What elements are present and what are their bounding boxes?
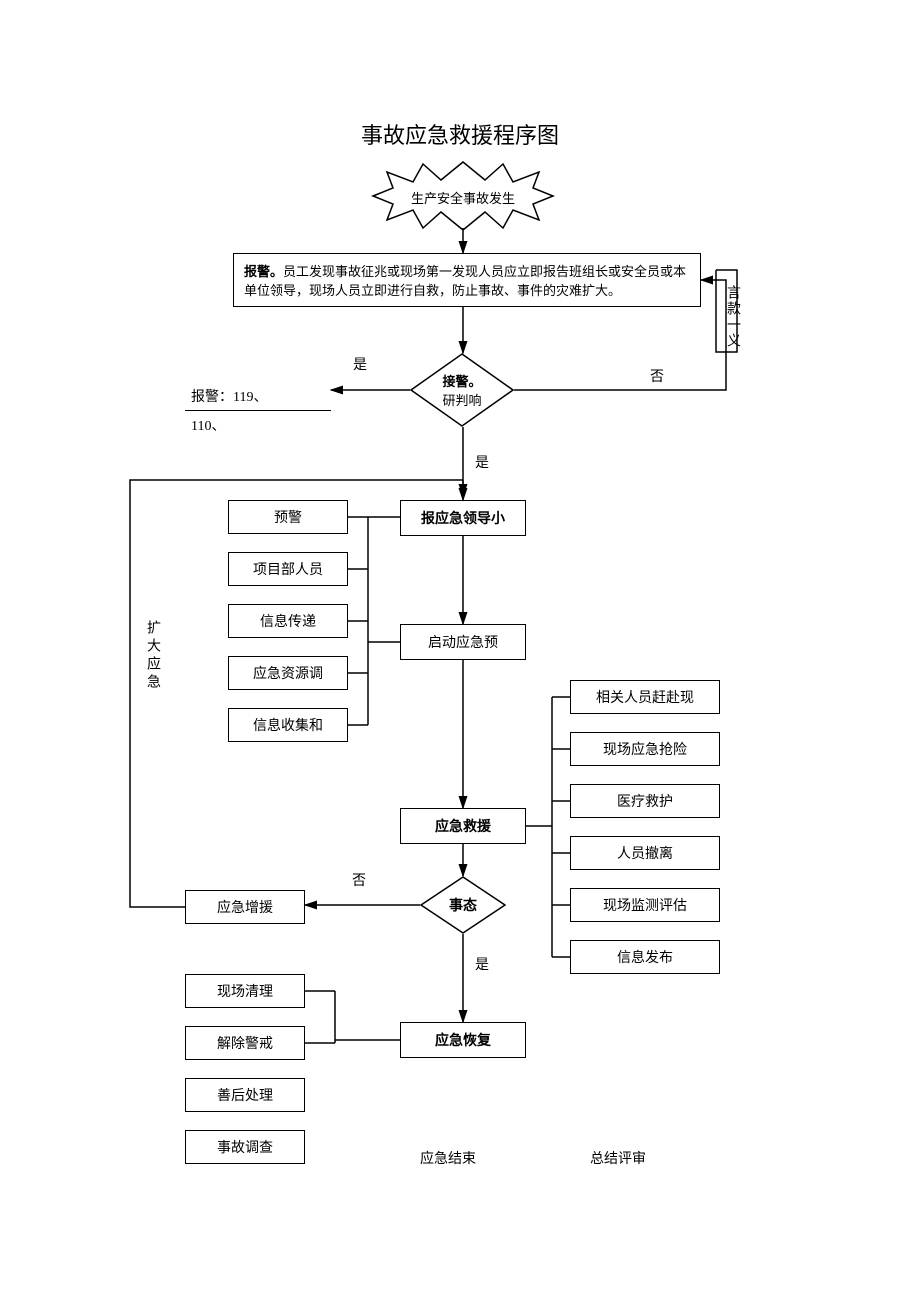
left-a-3: 应急资源调 xyxy=(228,656,348,690)
right-2: 医疗救护 xyxy=(570,784,720,818)
left-a-4: 信息收集和 xyxy=(228,708,348,742)
rescue-box: 应急救援 xyxy=(400,808,526,844)
receive-alarm-diamond: 接警。 研判响 xyxy=(410,353,514,427)
yes-down2: 是 xyxy=(475,954,489,974)
recover-box: 应急恢复 xyxy=(400,1022,526,1058)
reinforce-box: 应急增援 xyxy=(185,890,305,924)
call-line2: 110、 xyxy=(185,411,331,439)
yes-down1: 是 xyxy=(475,452,489,472)
report-text: 员工发现事故征兆或现场第一发现人员应立即报告班组长或安全员或本单位领导，现场人员… xyxy=(244,264,686,298)
left-b-1: 解除警戒 xyxy=(185,1026,305,1060)
left-b-0: 现场清理 xyxy=(185,974,305,1008)
report-bold: 报警。 xyxy=(244,264,283,279)
report-box: 报警。员工发现事故征兆或现场第一发现人员应立即报告班组长或安全员或本单位领导，现… xyxy=(233,253,701,307)
right-4: 现场监测评估 xyxy=(570,888,720,922)
left-b-2: 善后处理 xyxy=(185,1078,305,1112)
left-a-2: 信息传递 xyxy=(228,604,348,638)
call-line1: 报警：119、 xyxy=(185,382,331,411)
no-left2: 否 xyxy=(352,870,366,890)
right-1: 现场应急抢险 xyxy=(570,732,720,766)
situation-diamond: 事态 xyxy=(420,876,506,934)
report-leader-box: 报应急领导小 xyxy=(400,500,526,536)
start-plan-box: 启动应急预 xyxy=(400,624,526,660)
left-a-1: 项目部人员 xyxy=(228,552,348,586)
right-0: 相关人员赶赴现 xyxy=(570,680,720,714)
situation-label: 事态 xyxy=(420,876,506,934)
no-right: 否 xyxy=(650,366,664,386)
feedback-vertical-label: 言款一义 xyxy=(722,285,742,349)
yes-left: 是 xyxy=(353,354,367,374)
start-node-label: 生产安全事故发生 xyxy=(388,188,538,207)
right-3: 人员撤离 xyxy=(570,836,720,870)
receive-bold: 接警。 xyxy=(442,374,481,389)
left-b-3: 事故调查 xyxy=(185,1130,305,1164)
end-label: 应急结束 xyxy=(420,1148,476,1168)
summary-label: 总结评审 xyxy=(590,1148,646,1168)
right-5: 信息发布 xyxy=(570,940,720,974)
expand-label: 扩大应急 xyxy=(142,620,162,692)
receive-text: 研判响 xyxy=(442,390,481,409)
diagram-title: 事故应急救援程序图 xyxy=(0,118,920,150)
call-box: 报警：119、 110、 xyxy=(185,382,331,439)
left-a-0: 预警 xyxy=(228,500,348,534)
